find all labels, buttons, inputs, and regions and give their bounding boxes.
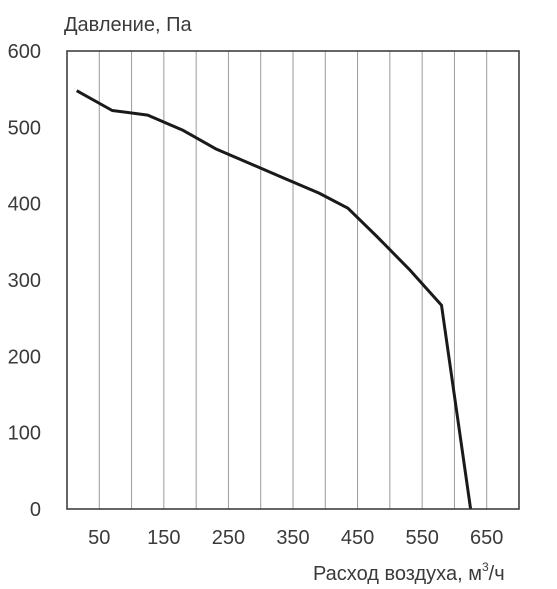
x-tick-label: 50: [88, 527, 110, 549]
x-tick-label: 150: [147, 527, 180, 549]
y-axis-label: Давление, Па: [64, 14, 192, 36]
x-axis-ticks: 50 150 250 350 450 550 650: [88, 527, 503, 549]
pressure-curve: [75, 89, 473, 510]
x-axis-label-suffix: /ч: [489, 563, 505, 585]
x-tick-label: 450: [341, 527, 374, 549]
grid-lines: [98, 51, 488, 509]
y-tick-label: 100: [8, 423, 41, 445]
x-tick-label: 650: [470, 527, 503, 549]
plot-frame: [66, 50, 520, 510]
y-axis-ticks: 0 100 200 300 400 500 600: [8, 41, 41, 521]
x-tick-label: 250: [212, 527, 245, 549]
y-tick-label: 400: [8, 194, 41, 216]
x-axis-label: Расход воздуха, м3/ч: [313, 560, 505, 585]
x-axis-label-superscript: 3: [482, 560, 489, 574]
y-tick-label: 600: [8, 41, 41, 63]
x-tick-label: 550: [405, 527, 438, 549]
y-tick-label: 0: [30, 499, 41, 521]
x-tick-label: 350: [276, 527, 309, 549]
x-axis-label-main: Расход воздуха, м: [313, 563, 482, 585]
y-tick-label: 200: [8, 346, 41, 368]
y-tick-label: 300: [8, 270, 41, 292]
y-tick-label: 500: [8, 117, 41, 139]
